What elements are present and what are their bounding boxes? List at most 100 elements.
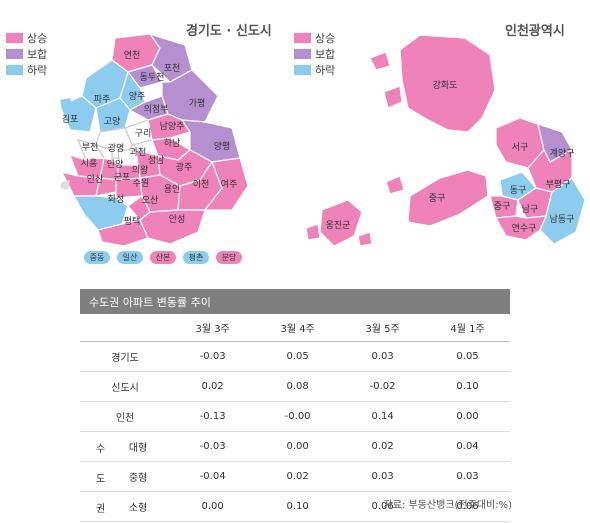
table-cell: -0.03: [170, 341, 256, 372]
label-siheung: 시흥: [81, 157, 98, 169]
label-gapyeong: 가평: [189, 98, 206, 109]
legend-item-fall: 하락: [294, 62, 335, 78]
table-cell: -0.03: [170, 431, 256, 462]
group-label-char: 권: [96, 504, 106, 515]
label-namgu: 남구: [522, 204, 539, 215]
change-rate-table: 3월 3주 3월 4주 3월 5주 4월 1주 경기도 -0.03 0.05 0…: [80, 314, 510, 522]
label-gwangju: 광주: [176, 161, 193, 173]
island-ongjin-3: [357, 231, 373, 247]
label-uijeongbu: 의정부: [144, 104, 169, 115]
table-cell: 0.00: [425, 401, 510, 432]
label-ganghwa: 강화도: [433, 80, 458, 91]
label-guri: 구리: [135, 128, 152, 139]
table-cell: 0.08: [255, 371, 341, 402]
table-row: 도 중형 -0.04 0.02 0.03 0.03: [80, 461, 510, 492]
label-donggu: 동구: [510, 185, 527, 196]
group-cell: 권 소형: [80, 491, 171, 522]
header-empty: [80, 314, 171, 342]
table-cell: 0.02: [255, 461, 341, 492]
row-label: 신도시: [80, 371, 171, 402]
group-cell: 수 대형: [80, 431, 171, 462]
label-suwon: 수원: [133, 178, 150, 189]
table-cell: 0.00: [255, 431, 341, 462]
label-gimpo: 김포: [62, 113, 79, 125]
label-paju: 파주: [94, 94, 111, 105]
label-goyang: 고양: [104, 116, 121, 127]
label-gyeyang: 계양구: [550, 147, 575, 159]
table-cell: 0.06: [425, 491, 510, 522]
region-yeonsu: [495, 215, 547, 241]
table-cell: 0.10: [425, 371, 510, 402]
gyeonggi-legend: 상승 보합 하락: [6, 30, 47, 78]
label-osan: 오산: [142, 195, 159, 206]
table-cell: 0.03: [340, 461, 426, 492]
legend-item-flat: 보합: [6, 46, 47, 62]
label-ansan: 안산: [87, 174, 104, 185]
label-pyeongtaek: 평택: [124, 216, 141, 227]
legend-item-rise: 상승: [6, 30, 47, 46]
table-cell: 0.10: [255, 491, 341, 522]
region-yeoju: [203, 157, 249, 211]
label-anseong: 안성: [169, 214, 186, 225]
label-namdong: 남동구: [550, 214, 575, 225]
newtown-jungdong: 중동: [84, 251, 110, 264]
label-seongnam: 성남: [148, 155, 165, 166]
group-row-label: 대형: [128, 443, 148, 454]
group-row-label: 중형: [128, 473, 148, 484]
column-header: 4월 1주: [425, 314, 510, 342]
label-gwacheon: 과천: [130, 147, 147, 158]
island-siheung: [60, 180, 70, 190]
label-dongducheon: 동두천: [140, 72, 165, 83]
label-anyang: 안양: [107, 159, 124, 170]
group-cell: 도 중형: [80, 461, 171, 492]
legend-item-flat: 보합: [294, 46, 335, 62]
newtown-sanbon: 산본: [150, 251, 176, 264]
island-west-small: [385, 175, 405, 195]
row-label: 인천: [80, 401, 171, 432]
table-cell: -0.02: [340, 371, 426, 402]
label-hwaseong: 화성: [108, 194, 125, 205]
table-cell: 0.14: [340, 401, 426, 432]
label-namyangju: 남양주: [160, 121, 185, 132]
column-header: 3월 3주: [170, 314, 256, 342]
newtown-pyeongchon: 평촌: [183, 251, 209, 264]
incheon-map: 강화도 서구 계양구 동구 부평구 중구 중구 남구 남동구 연수구 옹진군: [305, 34, 586, 247]
table-cell: 0.05: [255, 341, 341, 372]
table-row: 권 소형 0.00 0.10 0.06 0.06: [80, 491, 510, 522]
label-yeonsu: 연수구: [512, 223, 537, 234]
table-cell: 0.04: [425, 431, 510, 462]
table-cell: 0.00: [170, 491, 256, 522]
group-row-label: 소형: [128, 503, 148, 514]
region-hwaseong: [72, 195, 129, 231]
table-cell: 0.03: [425, 461, 510, 492]
label-yeoncheon: 연천: [124, 50, 141, 61]
table-cell: 0.02: [340, 431, 426, 462]
island-gimpo: [60, 98, 74, 114]
label-bucheon: 부천: [82, 142, 99, 153]
table-cell: -0.00: [255, 401, 341, 432]
column-header: 3월 5주: [340, 314, 426, 342]
table-cell: 0.06: [340, 491, 426, 522]
table-cell: 0.05: [425, 341, 510, 372]
island-gyodong: [369, 51, 391, 71]
table-header-row: 3월 3주 3월 4주 3월 5주 4월 1주: [80, 314, 510, 342]
label-yangju: 양주: [129, 91, 146, 102]
legend-item-fall: 하락: [6, 62, 47, 78]
table-cell: 0.03: [340, 341, 426, 372]
island-ganghwa-small: [383, 85, 403, 109]
region-junggu: [489, 195, 519, 219]
gyeonggi-map-title: 경기도 · 신도시: [186, 24, 272, 39]
group-label-char: 수: [96, 444, 106, 455]
newtown-ilsan: 일산: [117, 251, 143, 264]
island-ongjin-2: [305, 223, 321, 241]
region-anseong: [139, 209, 206, 245]
table-title: 수도권 아파트 변동률 추이: [80, 289, 510, 314]
label-uiwang: 의왕: [132, 165, 149, 176]
row-label: 경기도: [80, 341, 171, 372]
label-icheon: 이천: [193, 179, 210, 190]
gyeonggi-map: 연천 포천 동두천 양주 파주 의정부 가평 김포 고양 구리 남양주 부천 광…: [59, 32, 249, 247]
source-note: 자료: 부동산뱅크(전주대비:%): [383, 500, 512, 511]
table-cell: -0.04: [170, 461, 256, 492]
group-label-char: 도: [96, 474, 106, 485]
column-header: 3월 4주: [255, 314, 341, 342]
